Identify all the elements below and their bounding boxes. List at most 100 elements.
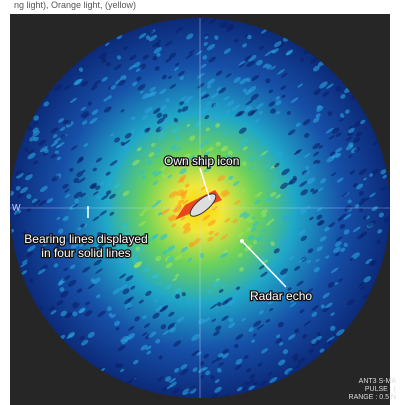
speckle	[203, 367, 208, 371]
speckle	[331, 152, 339, 159]
speckle	[207, 219, 216, 227]
speckle	[258, 310, 264, 315]
speckle	[240, 144, 246, 148]
speckle	[380, 169, 387, 175]
speckle	[325, 302, 333, 309]
speckle	[316, 214, 323, 220]
speckle	[337, 217, 342, 222]
speckle	[171, 223, 177, 228]
speckle	[170, 144, 177, 151]
speckle	[115, 327, 120, 331]
speckle	[310, 188, 315, 193]
speckle	[312, 189, 319, 195]
speckle	[110, 255, 116, 260]
speckle	[205, 127, 210, 132]
speckle	[120, 109, 125, 113]
speckle	[185, 53, 194, 60]
callout-line	[199, 167, 211, 201]
speckle	[153, 47, 162, 54]
speckle	[119, 273, 127, 279]
speckle	[215, 141, 221, 147]
speckle	[245, 99, 254, 106]
speckle	[173, 340, 182, 347]
speckle	[139, 212, 144, 217]
speckle	[92, 216, 100, 222]
speckle	[124, 146, 130, 151]
speckle	[212, 244, 220, 251]
speckle	[199, 361, 205, 366]
speckle	[27, 238, 36, 245]
speckle	[304, 132, 310, 138]
speckle	[69, 264, 76, 270]
speckle	[251, 339, 255, 343]
speckle	[59, 126, 66, 132]
speckle	[21, 270, 28, 275]
speckle	[167, 324, 175, 330]
speckle	[255, 103, 264, 110]
speckle	[115, 79, 122, 85]
speckle	[117, 160, 122, 165]
speckle	[188, 49, 195, 55]
speckle	[110, 84, 116, 90]
speckle	[228, 317, 234, 323]
speckle	[343, 229, 350, 235]
speckle	[292, 353, 299, 360]
own-ship-label: Own ship icon	[164, 154, 239, 168]
speckle	[80, 111, 89, 118]
speckle	[153, 107, 161, 114]
speckle	[26, 251, 34, 257]
speckle	[289, 255, 295, 261]
speckle	[239, 211, 248, 218]
speckle	[281, 94, 286, 99]
speckle	[251, 74, 260, 81]
speckle	[207, 236, 214, 242]
speckle	[70, 242, 79, 249]
speckle	[160, 324, 167, 330]
speckle	[287, 334, 296, 340]
speckle	[287, 129, 296, 136]
speckle	[56, 216, 61, 220]
speckle	[245, 89, 252, 96]
speckle	[20, 261, 28, 268]
speckle	[235, 111, 243, 117]
speckle	[131, 255, 139, 261]
speckle	[29, 136, 36, 142]
speckle	[302, 119, 311, 126]
speckle	[81, 120, 88, 125]
speckle	[252, 381, 258, 386]
speckle	[290, 97, 299, 104]
speckle	[204, 94, 210, 98]
speckle	[160, 119, 169, 126]
speckle	[217, 352, 224, 358]
speckle	[113, 320, 120, 327]
speckle	[182, 388, 191, 396]
speckle	[299, 208, 308, 215]
radar-echo-label: Radar echo	[250, 289, 312, 303]
speckle	[319, 81, 328, 89]
speckle	[197, 83, 205, 89]
speckle	[215, 325, 222, 331]
speckle	[159, 125, 166, 131]
speckle	[138, 220, 146, 227]
speckle	[50, 310, 57, 315]
speckle	[133, 61, 141, 68]
speckle	[362, 293, 370, 300]
speckle	[29, 278, 34, 283]
speckle	[93, 245, 99, 250]
speckle	[137, 84, 146, 91]
speckle	[280, 182, 288, 190]
speckle	[78, 233, 87, 241]
speckle	[328, 222, 336, 228]
speckle	[231, 104, 241, 111]
speckle	[244, 55, 253, 62]
speckle	[202, 18, 210, 22]
speckle	[261, 229, 266, 233]
speckle	[312, 117, 320, 123]
speckle	[141, 208, 148, 214]
speckle	[87, 331, 95, 338]
speckle	[365, 258, 373, 265]
speckle	[306, 205, 311, 210]
speckle	[112, 288, 121, 295]
speckle	[101, 194, 109, 201]
speckle	[141, 176, 147, 180]
